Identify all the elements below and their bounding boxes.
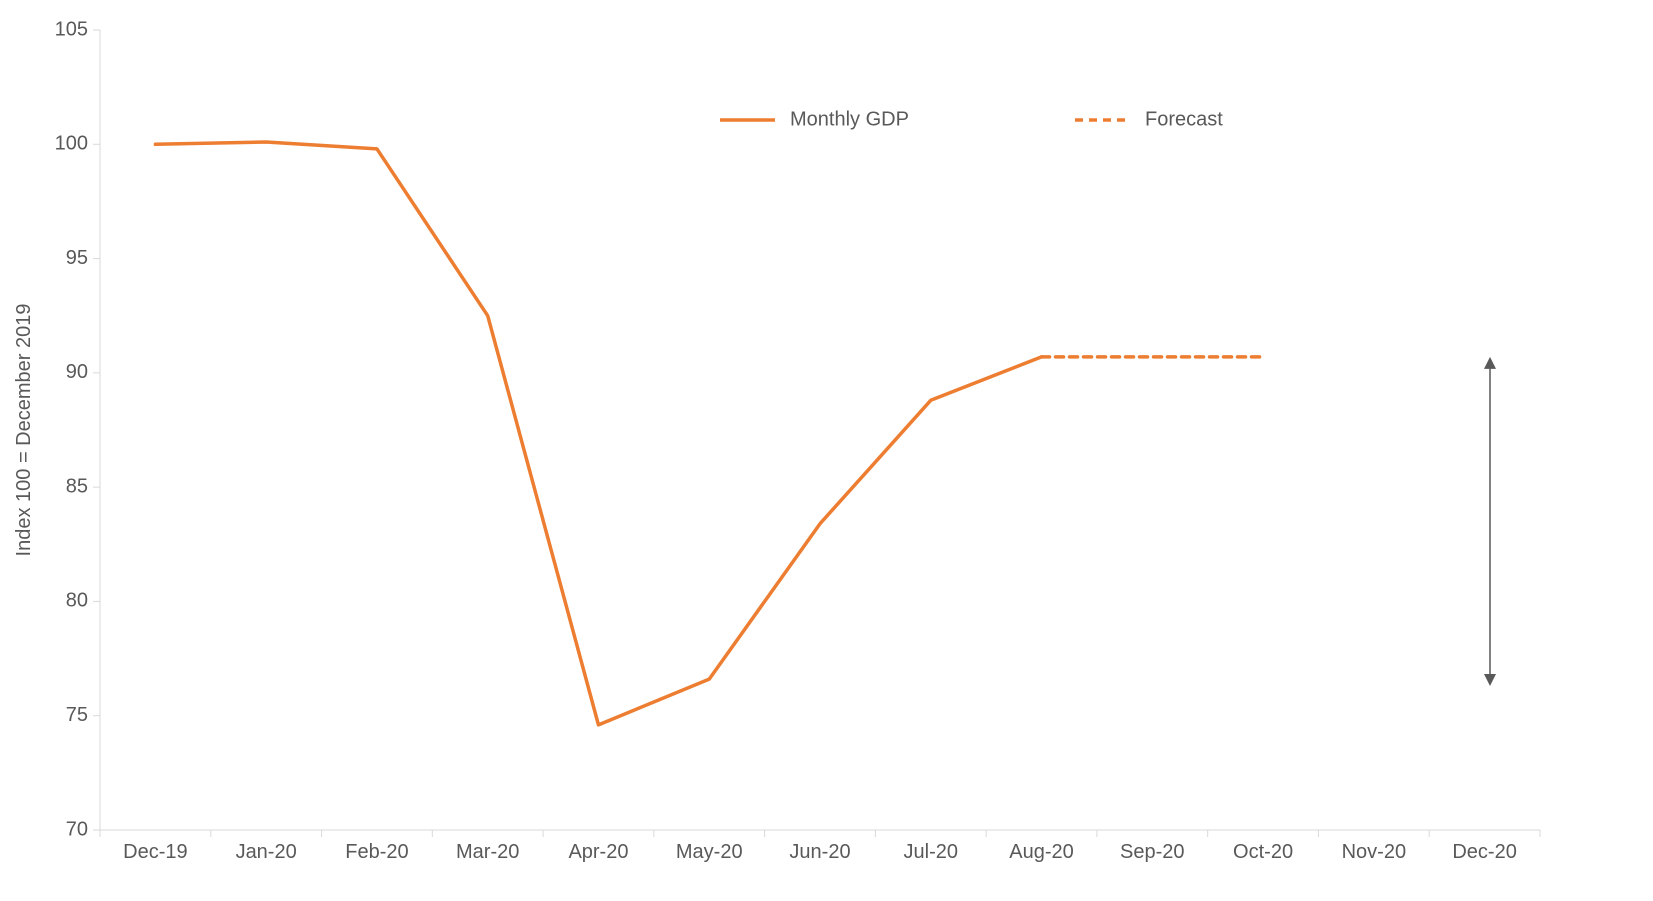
chart-svg: 70 75 80 85 90 95 100 105 Index 100 = December 2…	[0, 0, 1653, 901]
x-tick-label: Aug-20	[1009, 841, 1074, 863]
x-tick-label: Apr-20	[568, 841, 628, 863]
x-tick-label: Jun-20	[789, 841, 850, 863]
x-tick-label: Mar-20	[456, 841, 519, 863]
x-tick-label: Jan-20	[236, 841, 297, 863]
legend-label: Forecast	[1145, 108, 1223, 130]
gdp-line-chart: 70 75 80 85 90 95 100 105 Index 100 = December 2…	[0, 0, 1653, 901]
y-tick-label: 90	[66, 361, 88, 383]
y-tick-label: 95	[66, 247, 88, 269]
x-tick-label: May-20	[676, 841, 743, 863]
x-tick-label: Dec-20	[1452, 841, 1516, 863]
x-tick-label: Jul-20	[904, 841, 958, 863]
x-tick-label: Nov-20	[1342, 841, 1406, 863]
legend-label: Monthly GDP	[790, 108, 909, 130]
x-tick-label: Oct-20	[1233, 841, 1293, 863]
x-tick-label: Sep-20	[1120, 841, 1185, 863]
y-tick-label: 75	[66, 704, 88, 726]
x-tick-label: Dec-19	[123, 841, 187, 863]
y-tick-label: 70	[66, 818, 88, 840]
y-tick-label: 85	[66, 475, 88, 497]
y-axis-title: Index 100 = December 2019	[13, 304, 35, 557]
y-tick-label: 105	[55, 18, 88, 40]
y-tick-label: 100	[55, 133, 88, 155]
y-tick-label: 80	[66, 590, 88, 612]
x-tick-label: Feb-20	[345, 841, 408, 863]
